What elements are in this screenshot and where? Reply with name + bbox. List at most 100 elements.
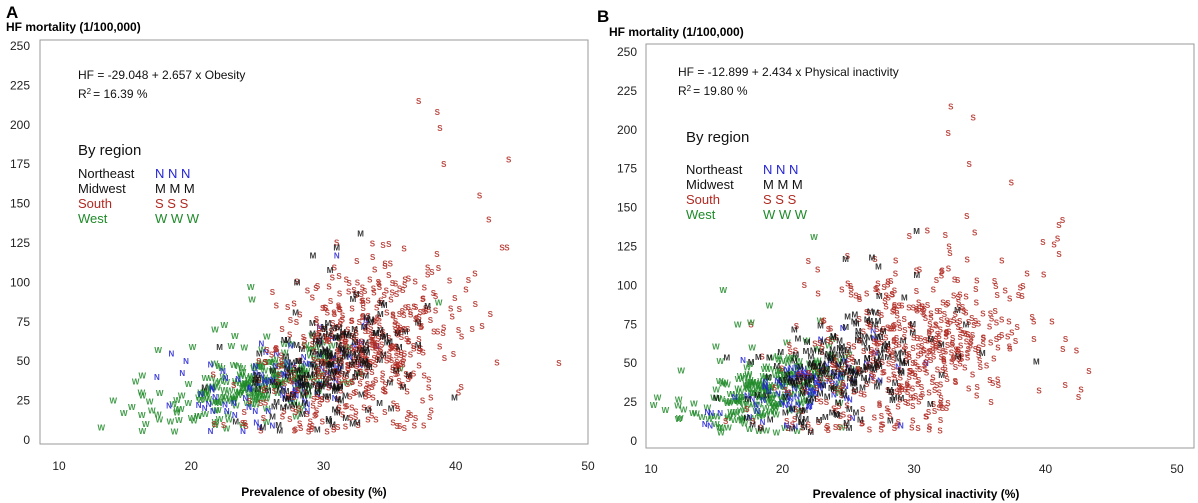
y-tick-label: 0 [23,433,30,447]
data-point-west: W [167,417,175,426]
data-point-south: S [957,359,963,368]
data-point-west: W [756,393,764,402]
data-point-south: S [834,333,840,342]
data-point-south: S [335,370,341,379]
data-point-midwest: M [283,353,290,362]
data-point-south: S [911,393,917,402]
data-point-south: S [263,358,269,367]
data-point-south: S [751,417,757,426]
data-point-midwest: M [854,358,861,367]
data-point-midwest: M [360,359,367,368]
data-point-south: S [1006,318,1012,327]
data-point-midwest: M [773,362,780,371]
data-point-northeast: N [166,402,172,411]
data-point-south: S [943,348,949,357]
data-point-midwest: M [903,359,910,368]
data-point-northeast: N [840,324,846,333]
data-point-south: S [876,309,882,318]
data-point-south: S [355,358,361,367]
data-point-west: W [206,383,214,392]
data-point-northeast: N [246,403,252,412]
data-point-west: W [255,361,263,370]
data-point-south: S [313,372,319,381]
data-point-midwest: M [323,380,330,389]
data-point-south: S [918,349,924,358]
data-point-west: W [767,365,775,374]
data-point-south: S [960,329,966,338]
data-point-midwest: M [855,327,862,336]
data-point-south: S [1031,335,1037,344]
data-point-south: S [231,381,237,390]
data-point-northeast: N [268,377,274,386]
data-point-midwest: M [311,363,318,372]
data-point-northeast: N [794,392,800,401]
data-point-south: S [964,338,970,347]
data-point-west: W [303,386,311,395]
data-point-west: W [247,283,255,292]
legend-marker-south: S S S [155,196,189,211]
data-point-south: S [418,308,424,317]
data-point-south: S [363,357,369,366]
data-point-midwest: M [795,374,802,383]
data-point-south: S [914,305,920,314]
data-point-west: W [676,414,684,423]
data-point-south: S [488,310,494,319]
data-point-south: S [892,301,898,310]
data-point-west: W [210,399,218,408]
data-point-midwest: M [336,323,343,332]
data-point-south: S [393,317,399,326]
data-point-west: W [227,395,235,404]
data-point-south: S [313,284,319,293]
data-point-south: S [783,386,789,395]
data-point-west: W [211,421,219,430]
data-point-south: S [336,406,342,415]
data-point-south: S [912,370,918,379]
data-point-northeast: N [208,427,214,436]
data-point-south: S [852,388,858,397]
panel-b: B HF mortality (1/100,000) Prevalence of… [597,7,1195,501]
data-point-south: S [1015,323,1021,332]
data-point-south: S [459,383,465,392]
data-point-south: S [800,385,806,394]
data-point-northeast: N [823,360,829,369]
data-point-west: W [813,372,821,381]
data-point-south: S [373,361,379,370]
data-point-west: W [724,397,732,406]
data-point-northeast: N [220,367,226,376]
data-point-midwest: M [296,367,303,376]
data-point-south: S [353,413,359,422]
data-point-south: S [933,342,939,351]
data-point-west: W [749,390,757,399]
data-point-west: W [217,377,225,386]
data-point-midwest: M [846,405,853,414]
data-point-midwest: M [804,378,811,387]
data-point-south: S [874,363,880,372]
data-point-west: W [734,397,742,406]
data-point-south: S [324,427,330,436]
data-point-south: S [400,360,406,369]
data-point-south: S [372,265,378,274]
data-point-south: S [318,382,324,391]
data-point-midwest: M [326,417,333,426]
data-point-west: W [740,400,748,409]
data-point-south: S [353,291,359,300]
legend-marker-south: S S S [763,192,797,207]
data-point-midwest: M [312,338,319,347]
data-point-west: W [307,360,315,369]
data-point-south: S [362,287,368,296]
data-point-midwest: M [322,392,329,401]
data-point-west: W [240,382,248,391]
data-point-south: S [1007,344,1013,353]
data-point-south: S [926,408,932,417]
data-point-south: S [1041,270,1047,279]
data-point-midwest: M [386,338,393,347]
data-point-west: W [746,376,754,385]
data-point-south: S [425,263,431,272]
x-tick-label: 30 [317,459,331,473]
data-point-midwest: M [876,292,883,301]
data-point-south: S [315,367,321,376]
data-point-midwest: M [318,359,325,368]
data-point-northeast: N [847,395,853,404]
data-point-south: S [995,291,1001,300]
data-point-south: S [950,339,956,348]
